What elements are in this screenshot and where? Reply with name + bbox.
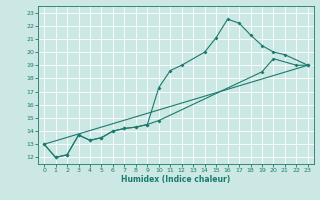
X-axis label: Humidex (Indice chaleur): Humidex (Indice chaleur) bbox=[121, 175, 231, 184]
